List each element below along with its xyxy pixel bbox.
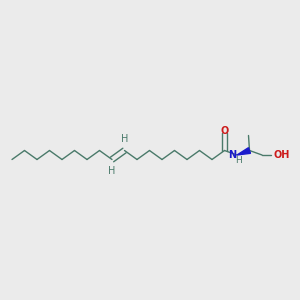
Text: OH: OH	[274, 150, 290, 160]
Polygon shape	[237, 148, 250, 155]
Text: H: H	[235, 156, 242, 165]
Text: H: H	[121, 134, 128, 145]
Text: O: O	[220, 127, 229, 136]
Text: H: H	[108, 166, 116, 176]
Text: N: N	[228, 150, 236, 160]
